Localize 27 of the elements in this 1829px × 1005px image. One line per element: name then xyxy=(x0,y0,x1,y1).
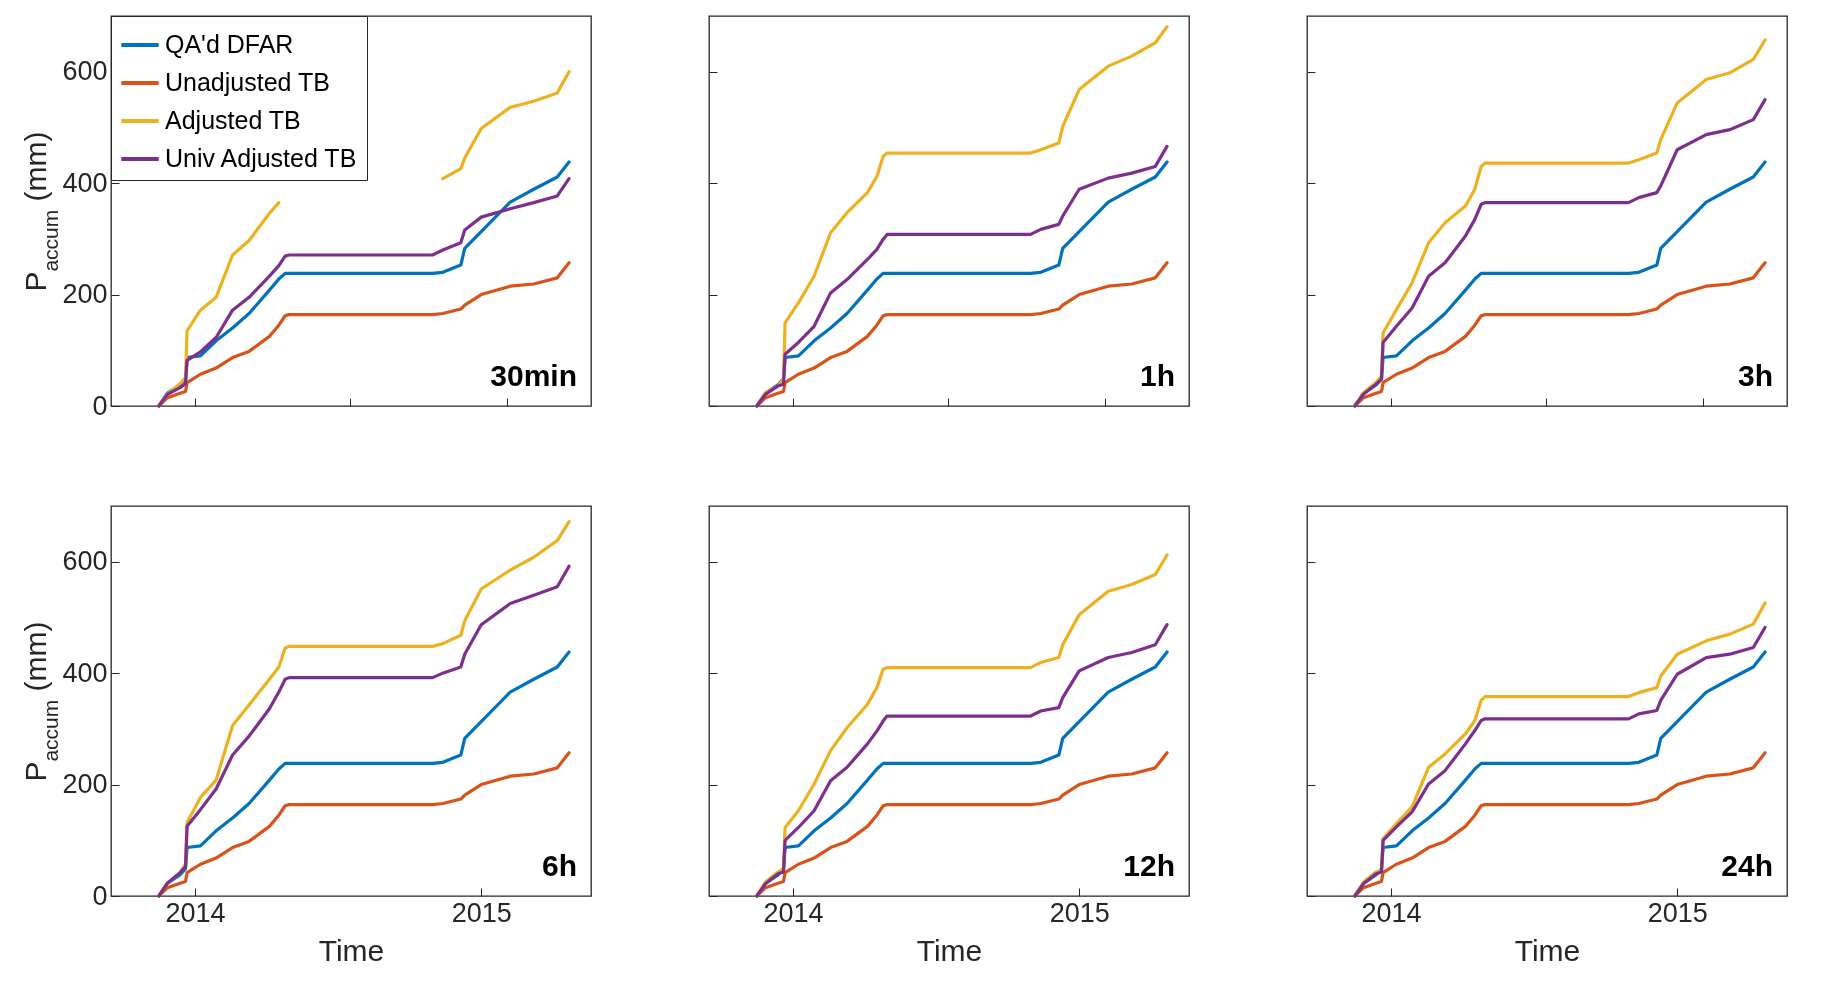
y-tick-label: 600 xyxy=(62,56,108,87)
y-tick-label: 600 xyxy=(62,546,108,577)
y-tick-label: 0 xyxy=(92,390,108,421)
y-tick-label: 0 xyxy=(92,880,108,911)
annotation: 6h xyxy=(541,849,577,882)
legend-label: Univ Adjusted TB xyxy=(165,144,357,172)
x-axis-title: Time xyxy=(318,933,385,967)
x-tick-label: 2015 xyxy=(1647,897,1708,928)
annotation: 30min xyxy=(490,359,577,392)
x-tick-label: 2015 xyxy=(1049,897,1110,928)
y-tick-label: 400 xyxy=(62,167,108,198)
legend-label: QA'd DFAR xyxy=(165,30,294,58)
x-axis-title: Time xyxy=(916,933,983,967)
y-tick-label: 400 xyxy=(62,657,108,688)
x-axis-title: Time xyxy=(1514,933,1581,967)
x-tick-label: 2014 xyxy=(1361,897,1422,928)
annotation: 3h xyxy=(1737,359,1773,392)
legend-label: Unadjusted TB xyxy=(165,68,330,96)
x-tick-label: 2014 xyxy=(763,897,824,928)
annotation: 12h xyxy=(1123,849,1175,882)
x-tick-label: 2015 xyxy=(451,897,512,928)
y-tick-label: 200 xyxy=(62,769,108,800)
x-tick-label: 2014 xyxy=(165,897,226,928)
annotation: 24h xyxy=(1721,849,1773,882)
annotation: 1h xyxy=(1139,359,1175,392)
legend-label: Adjusted TB xyxy=(165,106,301,134)
y-tick-label: 200 xyxy=(62,279,108,310)
